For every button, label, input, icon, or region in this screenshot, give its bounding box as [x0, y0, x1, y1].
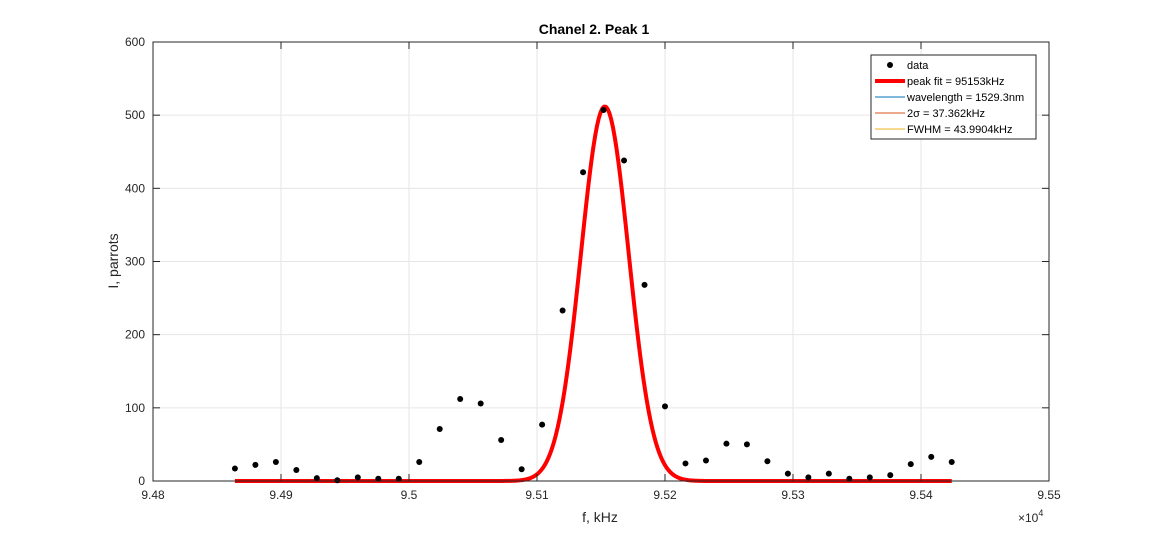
data-point: [375, 475, 382, 482]
legend-label: peak fit = 95153kHz: [907, 76, 1005, 88]
data-point: [784, 470, 791, 477]
y-tick-label: 600: [125, 35, 145, 49]
data-point: [887, 472, 894, 479]
data-point: [518, 466, 525, 473]
y-tick-label: 400: [125, 181, 145, 195]
data-point: [764, 458, 771, 465]
legend-label: wavelength = 1529.3nm: [906, 92, 1024, 104]
data-point: [559, 307, 566, 314]
y-tick-label: 0: [138, 474, 145, 488]
x-tick-label: 9.49: [269, 488, 293, 502]
data-point: [682, 460, 689, 467]
data-point: [293, 467, 300, 474]
data-point: [334, 477, 341, 484]
y-tick-label: 500: [125, 108, 145, 122]
data-point: [641, 281, 648, 288]
data-point: [354, 474, 361, 481]
x-tick-label: 9.54: [909, 488, 933, 502]
data-point: [866, 474, 873, 481]
data-point: [313, 475, 320, 482]
chart-title: Chanel 2. Peak 1: [539, 21, 650, 37]
x-tick-label: 9.52: [653, 488, 677, 502]
y-axis-label: I, parrots: [105, 233, 121, 288]
data-point: [723, 440, 730, 447]
data-point: [948, 458, 955, 465]
data-point: [477, 400, 484, 407]
data-point: [600, 107, 607, 114]
data-point: [580, 169, 587, 176]
legend: data peak fit = 95153kHz wavelength = 1529…: [870, 54, 1037, 140]
data-points: [231, 107, 955, 484]
data-point: [846, 475, 853, 482]
axis-ticks: 9.48 9.49 9.5 9.51 9.52 9.53 9.54 9.55 0 100 200 30…: [125, 35, 1061, 502]
x-exponent-power: 4: [1038, 508, 1043, 518]
y-tick-label: 200: [125, 328, 145, 342]
legend-label: data: [907, 60, 929, 72]
y-tick-label: 100: [125, 401, 145, 415]
y-tick-label: 300: [125, 255, 145, 269]
x-axis-label: f, kHz: [582, 509, 618, 525]
data-point: [498, 437, 505, 444]
x-tick-label: 9.51: [525, 488, 549, 502]
data-point: [416, 458, 423, 465]
x-exponent-base: ×10: [1018, 511, 1039, 525]
x-axis-exponent: ×104: [1018, 508, 1043, 525]
data-point: [805, 474, 812, 481]
data-point: [702, 457, 709, 464]
data-point: [743, 441, 750, 448]
data-point: [457, 396, 464, 403]
data-point: [436, 426, 443, 433]
data-point: [928, 453, 935, 460]
data-point: [621, 157, 628, 164]
legend-label: FWHM = 43.9904kHz: [907, 124, 1012, 136]
data-point: [662, 403, 668, 410]
data-point: [395, 475, 402, 482]
data-point: [825, 470, 832, 477]
data-point: [272, 458, 279, 465]
x-tick-label: 9.55: [1037, 488, 1061, 502]
x-tick-label: 9.5: [401, 488, 418, 502]
legend-marker: [887, 62, 893, 68]
data-point: [539, 421, 546, 428]
data-point: [252, 461, 259, 468]
legend-label: 2σ = 37.362kHz: [907, 108, 985, 120]
data-point: [231, 465, 238, 472]
x-tick-label: 9.48: [141, 488, 165, 502]
data-point: [907, 461, 914, 468]
x-tick-label: 9.53: [781, 488, 805, 502]
